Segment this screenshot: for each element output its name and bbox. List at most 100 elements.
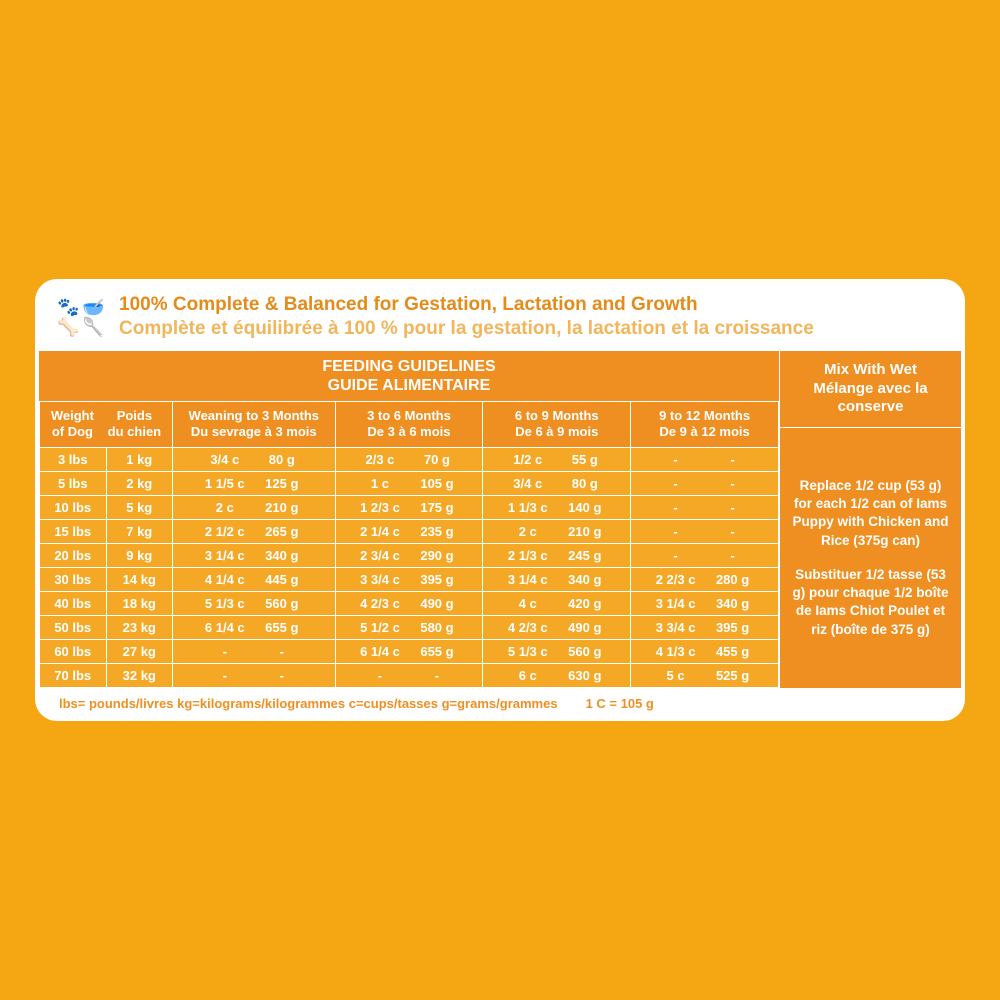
paw-icon: 🐾 (57, 298, 80, 316)
cell-amount: 5 1/2 c580 g (335, 615, 483, 639)
side-title-fr: Mélange avec la conserve (788, 380, 953, 418)
table-row: 5 lbs2 kg1 1/5 c125 g1 c105 g3/4 c80 g-- (40, 471, 779, 495)
cell-amount: 3 1/4 c340 g (173, 543, 336, 567)
col-header: Weaning to 3 MonthsDu sevrage à 3 mois (173, 402, 336, 447)
table-row: 20 lbs9 kg3 1/4 c340 g2 3/4 c290 g2 1/3 … (40, 543, 779, 567)
cell-amount: 2 1/4 c235 g (335, 519, 483, 543)
cell-amount: 3 3/4 c395 g (631, 615, 779, 639)
cell-amount: 1 c105 g (335, 471, 483, 495)
table-row: 70 lbs32 kg----6 c630 g5 c525 g (40, 663, 779, 687)
cell-amount: 2 3/4 c290 g (335, 543, 483, 567)
cell-lbs: 50 lbs (40, 615, 107, 639)
cell-lbs: 70 lbs (40, 663, 107, 687)
cell-kg: 14 kg (106, 567, 173, 591)
cell-amount: -- (173, 663, 336, 687)
cell-kg: 9 kg (106, 543, 173, 567)
mix-with-wet-panel: Mix With Wet Mélange avec la conserve Re… (779, 351, 961, 688)
cell-amount: 4 2/3 c490 g (335, 591, 483, 615)
cell-amount: 5 1/3 c560 g (483, 639, 631, 663)
cell-amount: 3 1/4 c340 g (483, 567, 631, 591)
cell-amount: 5 1/3 c560 g (173, 591, 336, 615)
table-row: 60 lbs27 kg--6 1/4 c655 g5 1/3 c560 g4 1… (40, 639, 779, 663)
cell-kg: 2 kg (106, 471, 173, 495)
table-title-en: FEEDING GUIDELINES (43, 357, 775, 376)
cell-amount: 1 1/3 c140 g (483, 495, 631, 519)
cell-lbs: 10 lbs (40, 495, 107, 519)
cell-amount: 6 c630 g (483, 663, 631, 687)
cell-amount: -- (173, 639, 336, 663)
side-paragraph-fr: Substituer 1/2 tasse (53 g) pour chaque … (790, 566, 951, 639)
table-row: 15 lbs7 kg2 1/2 c265 g2 1/4 c235 g2 c210… (40, 519, 779, 543)
cell-amount: 5 c525 g (631, 663, 779, 687)
cell-amount: 2/3 c70 g (335, 447, 483, 471)
cell-amount: -- (631, 471, 779, 495)
col-header: 9 to 12 MonthsDe 9 à 12 mois (631, 402, 779, 447)
cell-amount: 4 1/4 c445 g (173, 567, 336, 591)
header-title-en: 100% Complete & Balanced for Gestation, … (119, 293, 943, 317)
cell-amount: 2 1/3 c245 g (483, 543, 631, 567)
header-icons: 🐾 🥣 🦴 🥄 (57, 298, 105, 336)
bowl-icon: 🥣 (82, 298, 105, 316)
cell-amount: 3 1/4 c340 g (631, 591, 779, 615)
feeding-guidelines-panel: 🐾 🥣 🦴 🥄 100% Complete & Balanced for Ges… (35, 279, 965, 720)
panel-header: 🐾 🥣 🦴 🥄 100% Complete & Balanced for Ges… (35, 279, 965, 351)
footer-legend: lbs= pounds/livres kg=kilograms/kilogram… (59, 696, 558, 711)
col-header: 3 to 6 MonthsDe 3 à 6 mois (335, 402, 483, 447)
side-paragraph-en: Replace 1/2 cup (53 g) for each 1/2 can … (790, 477, 951, 550)
feeding-table: Weightof DogPoidsdu chienWeaning to 3 Mo… (39, 402, 779, 688)
table-area: FEEDING GUIDELINES GUIDE ALIMENTAIRE Wei… (39, 351, 779, 688)
cell-amount: 3/4 c80 g (173, 447, 336, 471)
cell-amount: -- (631, 543, 779, 567)
cell-kg: 23 kg (106, 615, 173, 639)
cell-amount: 3 3/4 c395 g (335, 567, 483, 591)
table-row: 10 lbs5 kg2 c210 g1 2/3 c175 g1 1/3 c140… (40, 495, 779, 519)
side-title-en: Mix With Wet (788, 361, 953, 380)
cell-amount: 1 2/3 c175 g (335, 495, 483, 519)
header-text: 100% Complete & Balanced for Gestation, … (119, 293, 943, 341)
cell-amount: 2 1/2 c265 g (173, 519, 336, 543)
footer-note: 1 C = 105 g (586, 696, 654, 711)
cell-amount: 6 1/4 c655 g (335, 639, 483, 663)
bone-icon: 🦴 (57, 318, 80, 336)
cell-lbs: 3 lbs (40, 447, 107, 471)
cell-kg: 18 kg (106, 591, 173, 615)
cell-amount: 6 1/4 c655 g (173, 615, 336, 639)
cell-lbs: 30 lbs (40, 567, 107, 591)
table-row: 3 lbs1 kg3/4 c80 g2/3 c70 g1/2 c55 g-- (40, 447, 779, 471)
col-header: 6 to 9 MonthsDe 6 à 9 mois (483, 402, 631, 447)
cell-amount: -- (631, 447, 779, 471)
cell-amount: 2 c210 g (173, 495, 336, 519)
panel-body: FEEDING GUIDELINES GUIDE ALIMENTAIRE Wei… (35, 351, 965, 688)
cell-lbs: 15 lbs (40, 519, 107, 543)
cell-kg: 7 kg (106, 519, 173, 543)
cell-amount: 1 1/5 c125 g (173, 471, 336, 495)
cell-kg: 27 kg (106, 639, 173, 663)
table-row: 40 lbs18 kg5 1/3 c560 g4 2/3 c490 g4 c42… (40, 591, 779, 615)
cell-amount: -- (335, 663, 483, 687)
cell-amount: 4 1/3 c455 g (631, 639, 779, 663)
table-row: 30 lbs14 kg4 1/4 c445 g3 3/4 c395 g3 1/4… (40, 567, 779, 591)
cell-amount: 3/4 c80 g (483, 471, 631, 495)
side-body: Replace 1/2 cup (53 g) for each 1/2 can … (780, 428, 961, 688)
cell-amount: 4 2/3 c490 g (483, 615, 631, 639)
cell-lbs: 20 lbs (40, 543, 107, 567)
cell-amount: 1/2 c55 g (483, 447, 631, 471)
cell-amount: 2 2/3 c280 g (631, 567, 779, 591)
table-title: FEEDING GUIDELINES GUIDE ALIMENTAIRE (39, 351, 779, 402)
cell-kg: 32 kg (106, 663, 173, 687)
cell-lbs: 40 lbs (40, 591, 107, 615)
cell-amount: -- (631, 519, 779, 543)
cell-amount: -- (631, 495, 779, 519)
cell-amount: 2 c210 g (483, 519, 631, 543)
table-title-fr: GUIDE ALIMENTAIRE (43, 376, 775, 395)
cell-lbs: 5 lbs (40, 471, 107, 495)
scoop-icon: 🥄 (82, 318, 105, 336)
cell-kg: 5 kg (106, 495, 173, 519)
footer: lbs= pounds/livres kg=kilograms/kilogram… (35, 688, 965, 715)
col-header-weight: Weightof DogPoidsdu chien (40, 402, 173, 447)
cell-amount: 4 c420 g (483, 591, 631, 615)
cell-kg: 1 kg (106, 447, 173, 471)
side-title: Mix With Wet Mélange avec la conserve (780, 351, 961, 428)
table-row: 50 lbs23 kg6 1/4 c655 g5 1/2 c580 g4 2/3… (40, 615, 779, 639)
cell-lbs: 60 lbs (40, 639, 107, 663)
